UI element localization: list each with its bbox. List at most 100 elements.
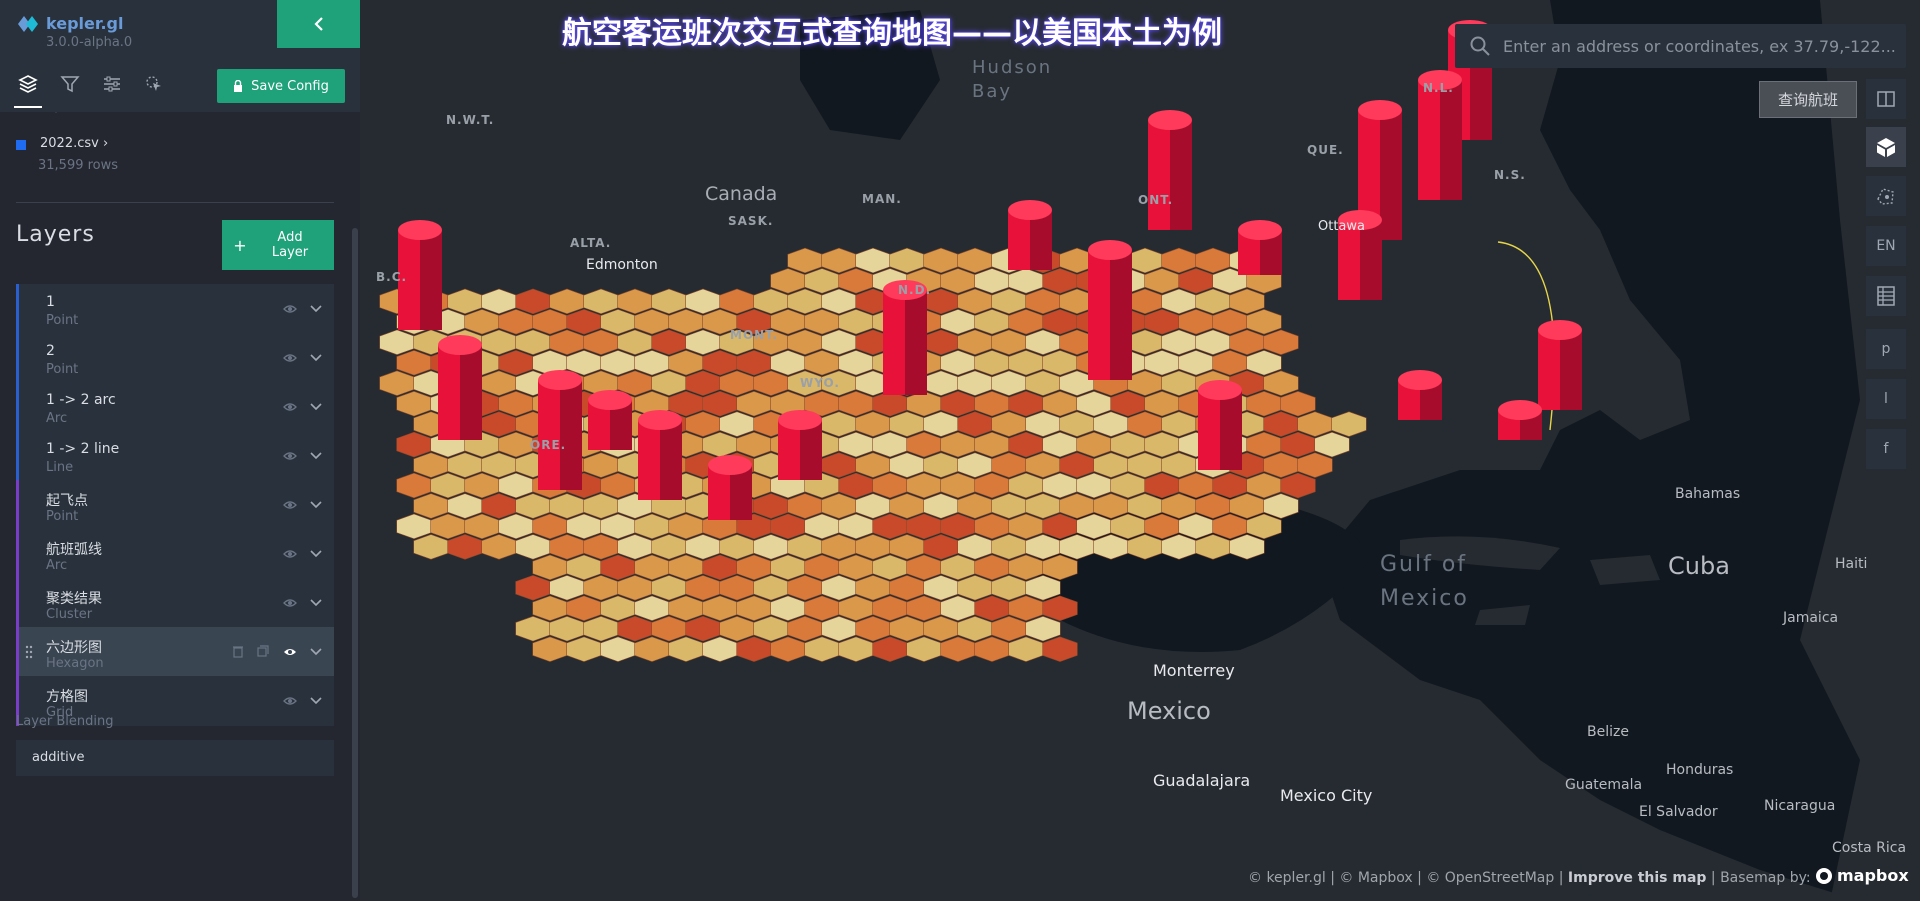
add-layer-button[interactable]: + Add Layer [222, 220, 334, 270]
map-view[interactable]: 航空客运班次交互式查询地图——以美国本土为例 Hudson Bay N.W.T.… [360, 0, 1920, 901]
label-mont: MONT. [730, 328, 779, 342]
attribution-improve[interactable]: Improve this map [1567, 870, 1707, 886]
attribution-osm[interactable]: © OpenStreetMap [1426, 870, 1555, 886]
label-cuba: Cuba [1668, 552, 1730, 580]
lock-icon [234, 80, 243, 92]
label-ont: ONT. [1138, 193, 1174, 207]
split-map-button[interactable] [1866, 79, 1906, 119]
layer-item[interactable]: 1 -> 2 arc Arc [16, 382, 334, 432]
label-jamaica: Jamaica [1783, 610, 1839, 626]
label-mexico: Mexico [1127, 697, 1211, 725]
custom-control-f[interactable]: f [1866, 429, 1906, 469]
attribution-mapbox[interactable]: © Mapbox [1339, 870, 1413, 886]
hexagon-bar [883, 280, 927, 395]
eye-icon[interactable] [283, 302, 297, 316]
collapse-panel-button[interactable] [277, 0, 360, 48]
hexagon-bar [1498, 400, 1542, 440]
label-costa-rica: Costa Rica [1832, 840, 1907, 856]
tab-layers[interactable] [14, 74, 42, 108]
layer-item[interactable]: 起飞点 Point [16, 480, 334, 530]
hexagon-bar [1238, 220, 1282, 275]
label-el-salvador: El Salvador [1639, 804, 1718, 820]
save-config-button[interactable]: Save Config [217, 69, 345, 103]
drag-handle-icon[interactable] [25, 644, 33, 660]
layer-name: 航班弧线 [46, 542, 102, 558]
attribution-kepler[interactable]: © kepler.gl [1248, 870, 1326, 886]
add-layer-label: Add Layer [271, 230, 309, 260]
layer-name: 聚类结果 [46, 591, 102, 607]
hexagon-bars [398, 20, 1582, 520]
hexagon-bar [1148, 110, 1192, 230]
tab-basemap[interactable] [144, 74, 164, 100]
plus-icon: + [233, 235, 247, 255]
map-title: 航空客运班次交互式查询地图——以美国本土为例 [562, 16, 1222, 51]
chevron-down-icon[interactable] [309, 301, 323, 315]
filter-icon [60, 76, 80, 93]
hexagon-cell [1025, 615, 1061, 642]
layer-name: 六边形图 [46, 640, 102, 656]
geocoder-search[interactable] [1455, 24, 1906, 68]
mapbox-logo[interactable]: mapbox [1815, 866, 1909, 885]
custom-control-l[interactable]: l [1866, 379, 1906, 419]
hexagon-cell [1263, 329, 1299, 356]
duplicate-icon[interactable] [256, 644, 270, 658]
layer-item-selected[interactable]: 六边形图 Hexagon [16, 627, 334, 677]
hexagon-cell [1314, 431, 1350, 458]
query-flights-button[interactable]: 查询航班 [1759, 81, 1857, 118]
chevron-down-icon[interactable] [309, 399, 323, 413]
chevron-down-icon[interactable] [309, 448, 323, 462]
layer-item[interactable]: 1 Point [16, 284, 334, 334]
chevron-down-icon[interactable] [309, 546, 323, 560]
3d-view-button[interactable] [1866, 127, 1906, 167]
save-config-label: Save Config [251, 78, 329, 94]
eye-icon[interactable] [283, 449, 297, 463]
search-input[interactable] [1501, 35, 1906, 57]
mapbox-wordmark: mapbox [1837, 866, 1909, 885]
side-panel-scrollbar[interactable] [352, 228, 358, 898]
layer-name: 2 [46, 343, 55, 359]
custom-control-p[interactable]: p [1866, 329, 1906, 369]
hexagon-cell [1246, 350, 1282, 376]
layer-item[interactable]: 聚类结果 Cluster [16, 578, 334, 628]
eye-icon[interactable] [283, 596, 297, 610]
layer-blending-select[interactable]: additive [16, 740, 334, 776]
tab-filters[interactable] [60, 74, 80, 100]
label-nd: N.D. [898, 283, 932, 297]
eye-icon[interactable] [283, 694, 297, 708]
split-map-icon [1877, 91, 1895, 107]
label-ottawa: Ottawa [1318, 219, 1365, 234]
tab-interactions[interactable] [102, 74, 122, 100]
dataset-color-swatch [16, 140, 26, 150]
layer-item[interactable]: 航班弧线 Arc [16, 529, 334, 579]
hexagon-bar [588, 390, 632, 450]
dataset-row-count: 31,599 rows [38, 158, 119, 173]
chevron-down-icon[interactable] [309, 693, 323, 707]
locale-button[interactable]: EN [1866, 226, 1906, 266]
chevron-down-icon[interactable] [309, 644, 323, 658]
hexagon-cell [1042, 554, 1078, 581]
layer-item[interactable]: 方格图 Grid [16, 676, 334, 726]
layer-type: Point [46, 509, 79, 524]
chevron-down-icon[interactable] [309, 350, 323, 364]
trash-icon[interactable] [231, 644, 245, 658]
eye-icon[interactable] [283, 400, 297, 414]
hexagon-bar [778, 410, 822, 480]
chevron-down-icon[interactable] [309, 497, 323, 511]
hexagon-bar [1398, 370, 1442, 420]
side-panel-content[interactable]: 54,641 rows 2022.csv › 31,599 rows Layer… [0, 112, 356, 901]
draw-on-map-button[interactable] [1866, 176, 1906, 216]
map-canvas[interactable] [360, 0, 1920, 901]
layer-item[interactable]: 1 -> 2 line Line [16, 431, 334, 481]
eye-icon[interactable] [283, 547, 297, 561]
eye-icon[interactable] [283, 351, 297, 365]
mapbox-logo-icon [1816, 867, 1832, 884]
label-nicaragua: Nicaragua [1764, 798, 1836, 814]
pointer-icon [146, 76, 161, 91]
layer-item[interactable]: 2 Point [16, 333, 334, 383]
side-panel-header: kepler.gl 3.0.0-alpha.0 Save Config [0, 0, 360, 112]
eye-icon[interactable] [283, 645, 297, 659]
hexagon-bar [1338, 210, 1382, 300]
legend-button[interactable] [1866, 276, 1906, 316]
chevron-down-icon[interactable] [309, 595, 323, 609]
eye-icon[interactable] [283, 498, 297, 512]
